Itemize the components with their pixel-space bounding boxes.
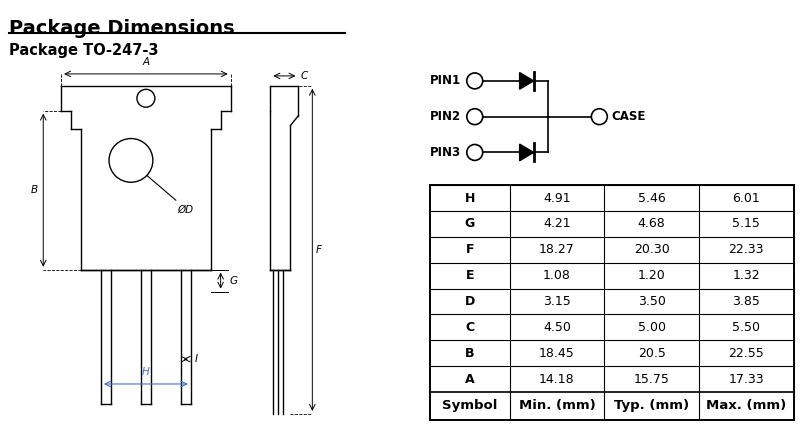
Text: A: A [465, 373, 475, 385]
Text: 5.46: 5.46 [637, 192, 666, 205]
Text: 15.75: 15.75 [633, 373, 670, 385]
Text: 14.18: 14.18 [539, 373, 575, 385]
Text: B: B [465, 347, 475, 360]
Text: 4.91: 4.91 [544, 192, 571, 205]
Bar [430, 185, 794, 420]
Text: 1.20: 1.20 [637, 269, 666, 282]
Circle shape [467, 109, 483, 125]
Text: 5.50: 5.50 [732, 321, 761, 334]
Text: 1.32: 1.32 [732, 269, 760, 282]
Text: 3.50: 3.50 [637, 295, 666, 308]
Text: 4.50: 4.50 [543, 321, 571, 334]
Text: H: H [142, 367, 150, 377]
Text: 3.85: 3.85 [732, 295, 761, 308]
Text: A: A [143, 57, 150, 67]
Text: F: F [315, 245, 322, 255]
Text: 6.01: 6.01 [732, 192, 761, 205]
Text: 18.27: 18.27 [539, 243, 575, 256]
Text: 20.30: 20.30 [633, 243, 670, 256]
Polygon shape [519, 72, 534, 89]
Circle shape [591, 109, 608, 125]
Text: C: C [301, 71, 308, 81]
Polygon shape [519, 144, 534, 161]
Text: B: B [31, 185, 38, 195]
Text: 3.15: 3.15 [543, 295, 571, 308]
Text: Max. (mm): Max. (mm) [706, 399, 787, 412]
Text: ØD: ØD [177, 205, 194, 215]
Text: D: D [465, 295, 475, 308]
Text: PIN2: PIN2 [430, 110, 461, 123]
Text: 5.15: 5.15 [732, 218, 761, 230]
Text: 22.33: 22.33 [728, 243, 764, 256]
Text: PIN1: PIN1 [430, 75, 461, 87]
Text: G: G [465, 218, 475, 230]
Text: H: H [465, 192, 475, 205]
Text: 4.21: 4.21 [544, 218, 571, 230]
Text: Symbol: Symbol [442, 399, 497, 412]
Circle shape [467, 144, 483, 160]
Circle shape [109, 139, 153, 182]
Text: 22.55: 22.55 [728, 347, 764, 360]
Text: 4.68: 4.68 [637, 218, 666, 230]
Circle shape [137, 89, 155, 107]
Text: E: E [466, 269, 474, 282]
Text: 20.5: 20.5 [637, 347, 666, 360]
Text: CASE: CASE [612, 110, 646, 123]
Text: I: I [194, 354, 198, 364]
Text: Package TO-247-3: Package TO-247-3 [10, 43, 159, 58]
Text: 1.08: 1.08 [543, 269, 571, 282]
Text: PIN3: PIN3 [430, 146, 461, 159]
Text: G: G [229, 276, 237, 285]
Text: F: F [466, 243, 474, 256]
Circle shape [467, 73, 483, 89]
Text: 17.33: 17.33 [728, 373, 764, 385]
Text: C: C [465, 321, 475, 334]
Text: 18.45: 18.45 [539, 347, 575, 360]
Text: Min. (mm): Min. (mm) [518, 399, 595, 412]
Text: Package Dimensions: Package Dimensions [10, 19, 235, 38]
Text: 5.00: 5.00 [637, 321, 666, 334]
Text: Typ. (mm): Typ. (mm) [614, 399, 689, 412]
